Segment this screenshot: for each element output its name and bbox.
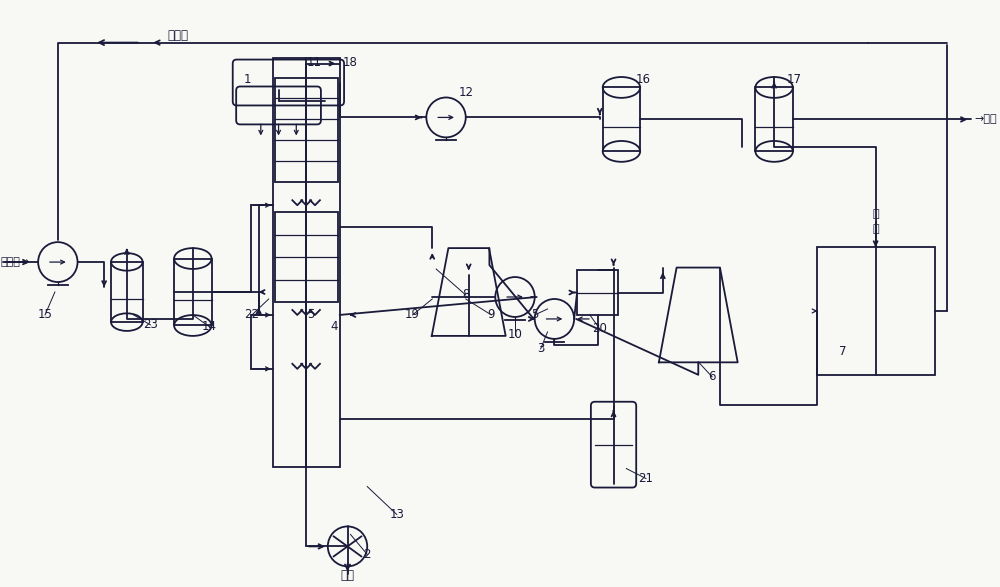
Text: 21: 21 [639,472,654,485]
Bar [275,77,338,183]
Bar [275,212,338,302]
Text: 冲渣水→: 冲渣水→ [1,257,30,267]
Text: 7: 7 [839,345,847,358]
Bar [817,247,935,375]
Text: 放空: 放空 [341,569,355,582]
Text: 4: 4 [330,321,337,333]
Text: 6: 6 [708,370,716,383]
Bar [111,262,143,322]
Text: 5: 5 [531,308,538,322]
Bar [577,270,618,315]
Text: 12: 12 [458,86,473,99]
Text: 1: 1 [243,73,251,86]
Text: 15: 15 [38,308,52,322]
Text: 冲渣池: 冲渣池 [168,29,189,42]
Text: 20: 20 [592,322,607,335]
Bar [755,87,793,151]
Text: 11: 11 [307,56,322,69]
Bar [603,87,640,151]
Text: 23: 23 [143,318,158,332]
Text: 8: 8 [462,288,469,302]
Text: 3: 3 [537,342,544,355]
Text: 5: 5 [307,308,315,322]
Text: 10: 10 [508,328,522,342]
Text: 13: 13 [389,508,404,521]
Text: 18: 18 [343,56,358,69]
Text: 2: 2 [363,548,371,561]
Text: 9: 9 [488,308,495,322]
Text: 14: 14 [202,321,217,333]
Text: 水: 水 [872,224,879,234]
Bar [174,258,212,325]
Text: →供水: →供水 [974,114,997,124]
Text: 16: 16 [636,73,651,86]
Text: 19: 19 [405,308,420,322]
Text: 22: 22 [244,308,259,322]
Bar [273,58,340,467]
Text: 17: 17 [786,73,801,86]
Text: 补: 补 [872,209,879,219]
